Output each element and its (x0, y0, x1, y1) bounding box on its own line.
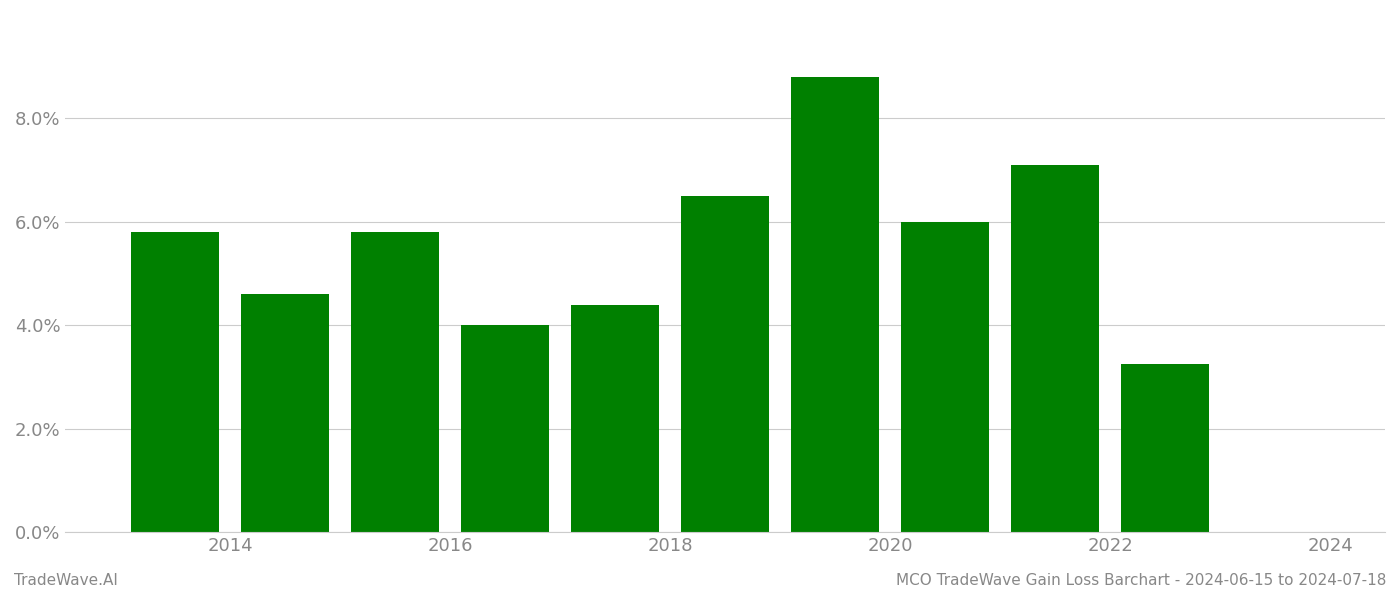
Bar (462, 325, 549, 532)
Bar (241, 294, 329, 532)
Bar (791, 77, 879, 532)
Bar (682, 196, 769, 532)
Bar (902, 222, 990, 532)
Bar (571, 305, 659, 532)
Bar (132, 232, 220, 532)
Text: MCO TradeWave Gain Loss Barchart - 2024-06-15 to 2024-07-18: MCO TradeWave Gain Loss Barchart - 2024-… (896, 573, 1386, 588)
Bar (1121, 364, 1210, 532)
Bar (351, 232, 440, 532)
Bar (1011, 165, 1099, 532)
Text: TradeWave.AI: TradeWave.AI (14, 573, 118, 588)
